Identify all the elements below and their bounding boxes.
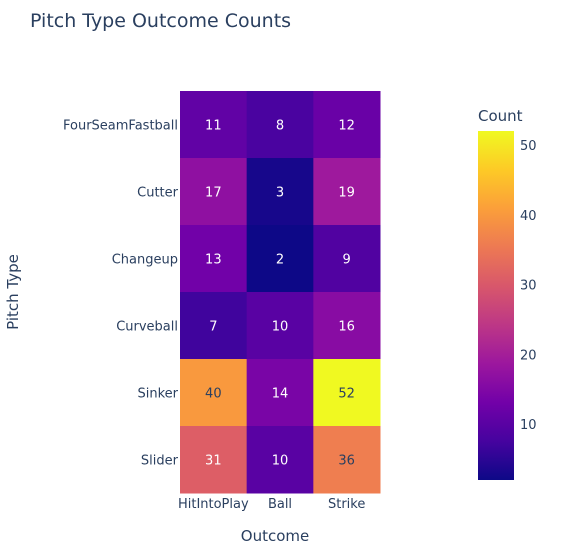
y-tick-label: FourSeamFastball — [63, 119, 178, 134]
heatmap-cell — [313, 359, 381, 427]
cell-value-label: 9 — [343, 253, 351, 268]
x-tick-labels: HitIntoPlay Ball Strike — [178, 497, 365, 512]
heatmap-cell — [313, 426, 381, 494]
colorbar-tick-label: 20 — [520, 348, 537, 363]
y-tick-label: Slider — [141, 454, 179, 469]
heatmap-cell — [246, 158, 314, 226]
y-tick-label: Cutter — [137, 186, 179, 201]
cell-value-label: 17 — [205, 186, 222, 201]
heatmap-cell — [246, 292, 314, 360]
y-tick-label: Sinker — [137, 387, 178, 402]
colorbar-tick-label: 40 — [520, 209, 537, 224]
cell-value-label: 14 — [272, 387, 289, 402]
cell-value-label: 11 — [205, 119, 222, 134]
heatmap-cell — [180, 158, 248, 226]
heatmap-cell — [313, 158, 381, 226]
cell-value-label: 2 — [276, 253, 284, 268]
colorbar-tick-label: 30 — [520, 279, 537, 294]
cell-value-label: 13 — [205, 253, 222, 268]
heatmap-cell — [246, 225, 314, 293]
colorbar-gradient — [478, 131, 514, 480]
heatmap-cell — [180, 292, 248, 360]
cell-value-label: 36 — [338, 454, 355, 469]
colorbar-tick-label: 10 — [520, 418, 537, 433]
heatmap-cell — [246, 426, 314, 494]
cell-value-label: 8 — [276, 119, 284, 134]
heatmap-cell — [246, 359, 314, 427]
cell-value-label: 16 — [338, 320, 355, 335]
heatmap-cell — [313, 225, 381, 293]
x-axis-title: Outcome — [241, 527, 309, 545]
y-axis-title: Pitch Type — [4, 254, 22, 330]
heatmap-cell — [313, 91, 381, 159]
y-tick-label: Changeup — [112, 253, 178, 268]
heatmap-cell — [313, 292, 381, 360]
cell-value-label: 10 — [272, 320, 289, 335]
x-tick-label: Ball — [268, 497, 292, 512]
y-tick-label: Curveball — [116, 320, 178, 335]
heatmap-cell — [180, 426, 248, 494]
chart-title: Pitch Type Outcome Counts — [30, 10, 291, 32]
colorbar-title: Count — [478, 107, 523, 125]
heatmap-cells: 11 8 12 17 3 19 13 2 9 7 10 16 40 14 52 31 10 36 — [180, 91, 381, 494]
colorbar-ticks: 10 20 30 40 50 — [520, 139, 537, 433]
cell-value-label: 19 — [338, 186, 355, 201]
cell-value-label: 3 — [276, 186, 284, 201]
heatmap-cell — [180, 91, 248, 159]
heatmap-cell — [246, 91, 314, 159]
colorbar: Count 10 20 30 40 50 — [478, 107, 537, 480]
cell-value-label: 12 — [338, 119, 355, 134]
heatmap-cell — [180, 359, 248, 427]
x-tick-label: HitIntoPlay — [178, 497, 249, 512]
cell-value-label: 10 — [272, 454, 289, 469]
cell-value-label: 31 — [205, 454, 222, 469]
cell-value-label: 40 — [205, 387, 222, 402]
y-tick-labels: FourSeamFastball Cutter Changeup Curveball S… — [63, 119, 179, 469]
heatmap-cell — [180, 225, 248, 293]
cell-value-label: 7 — [209, 320, 217, 335]
cell-value-label: 52 — [338, 387, 355, 402]
x-tick-label: Strike — [328, 497, 365, 512]
colorbar-tick-label: 50 — [520, 139, 537, 154]
